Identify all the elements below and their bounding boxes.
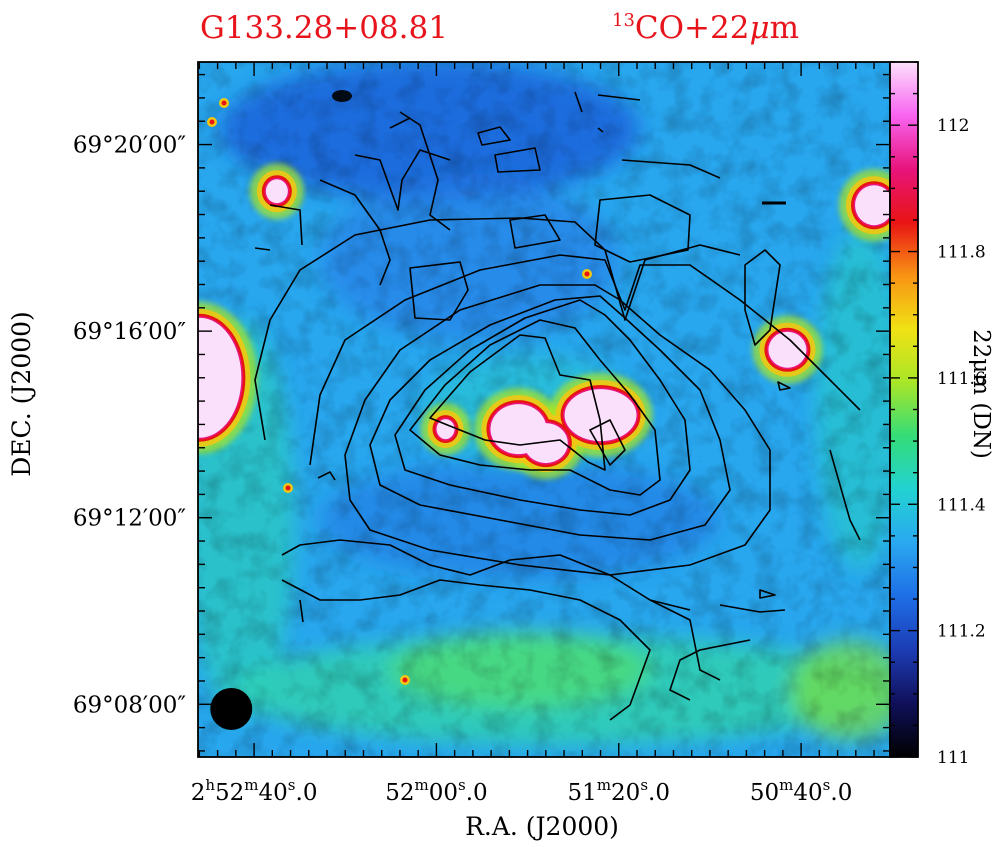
- emission-source-6: [855, 185, 890, 226]
- colorbar-label: 22μm (DN): [968, 329, 994, 459]
- colorbar-tick-label: 111: [937, 748, 969, 768]
- beam-marker: [210, 687, 253, 730]
- emission-source-5: [768, 331, 807, 368]
- emission-speckle: [221, 100, 227, 106]
- x-tick-labels: 2h52m40s.0 52m00s.0 51m20s.0 50m40s.0: [191, 776, 853, 806]
- co-contour-27: [621, 159, 721, 179]
- co-contour-30: [759, 589, 776, 599]
- y-tick-label: 69°12′00″: [73, 506, 187, 532]
- emission-speckle: [209, 119, 215, 125]
- y-tick-label: 69°16′00″: [73, 319, 187, 345]
- co-contour-12: [649, 599, 721, 681]
- co-contour-33: [254, 247, 271, 251]
- colorbar-ticks: [890, 61, 918, 758]
- heatmap: [198, 62, 890, 757]
- co-contour-15: [509, 214, 561, 249]
- co-contour-20: [319, 179, 391, 286]
- co-contour-28: [269, 204, 303, 246]
- colorbar-tick-label: 111.8: [937, 243, 986, 263]
- co-contour-14: [494, 147, 541, 173]
- co-contour-13: [477, 126, 511, 146]
- dark-pixel: [332, 90, 352, 102]
- co-contour-16: [594, 194, 691, 263]
- emission-speckle: [402, 677, 408, 683]
- x-tick-label: 52m00s.0: [385, 776, 487, 806]
- co-contour-4: [344, 284, 771, 576]
- x-tick-label: 51m20s.0: [568, 776, 670, 806]
- co-contour-22: [399, 111, 451, 231]
- emission-source-4: [265, 179, 288, 204]
- colorbar-tick-label: 111.2: [937, 622, 986, 642]
- co-contour-7: [829, 449, 861, 541]
- co-contours: [254, 91, 861, 721]
- co-contour-2: [394, 299, 691, 516]
- emission-speckle: [285, 485, 291, 491]
- emission-source-2: [564, 389, 637, 442]
- y-axis-label: DEC. (J2000): [7, 311, 36, 477]
- emission-speckle: [584, 271, 590, 277]
- y-tick-labels: 69°20′00″ 69°16′00″ 69°12′00″ 69°08′00″: [73, 133, 187, 719]
- x-tick-label: 50m40s.0: [750, 776, 852, 806]
- co-contour-19: [744, 249, 781, 346]
- emission-sources: [198, 90, 890, 685]
- co-contour-8: [281, 539, 691, 611]
- emission-source-3: [523, 423, 568, 464]
- co-contour-3: [369, 295, 731, 541]
- y-tick-label: 69°08′00″: [73, 692, 187, 718]
- plot-ticks: [198, 62, 890, 757]
- colorbar-tick-label: 111.6: [937, 369, 986, 389]
- x-tick-label: 2h52m40s.0: [191, 776, 318, 806]
- source-title: G133.28+08.81: [200, 10, 448, 46]
- co-contour-17: [409, 261, 469, 321]
- x-axis-label: R.A. (J2000): [465, 812, 619, 841]
- colorbar-tick-label: 112: [937, 116, 969, 136]
- emission-source-7: [436, 419, 455, 440]
- co-contour-23: [389, 117, 411, 129]
- colorbar-tick-label: 111.4: [937, 495, 986, 515]
- co-contour-32: [317, 471, 336, 481]
- co-contour-0: [429, 334, 606, 471]
- emission-source-0: [198, 317, 242, 438]
- co-contour-31: [299, 599, 304, 623]
- co-contour-25: [597, 94, 641, 101]
- co-contour-26: [597, 127, 604, 133]
- co-contour-29: [777, 381, 791, 391]
- co-contour-18: [589, 419, 626, 466]
- image-title: 13CO+22μm: [612, 10, 799, 46]
- co-contour-1: [409, 319, 661, 496]
- colorbar-tick-labels: 111 111.2 111.4 111.6 111.8 112: [937, 116, 986, 768]
- y-tick-label: 69°20′00″: [73, 133, 187, 159]
- co-contour-9: [281, 579, 651, 721]
- co-contour-10: [669, 639, 751, 701]
- co-contour-11: [719, 604, 786, 613]
- co-contour-24: [574, 91, 583, 113]
- co-contour-21: [354, 149, 451, 211]
